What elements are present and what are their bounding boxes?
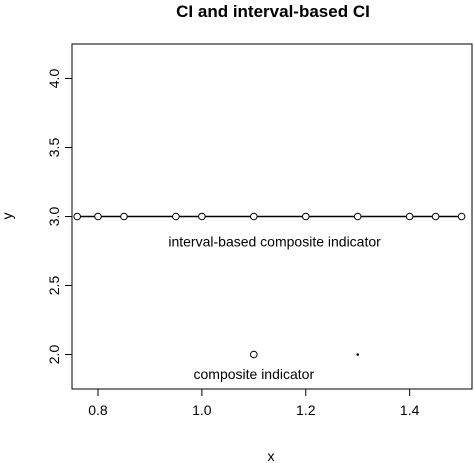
series-0-point-2: [120, 212, 128, 221]
series-0-point-6: [301, 212, 310, 221]
x-tick-label-1: 1.0: [192, 402, 212, 418]
chart-title: CI and interval-based CI: [176, 2, 370, 21]
series-0-point-7: [353, 212, 362, 221]
y-tick-label-4: 4.0: [46, 69, 62, 89]
annotation-0: interval-based composite indicator: [168, 233, 381, 249]
series-0-point-0: [73, 212, 81, 221]
series-0-point-3: [172, 212, 180, 221]
series-0-point-4: [198, 212, 206, 221]
y-tick-label-3-5: 3.5: [46, 138, 62, 158]
y-tick-label-3: 3.0: [46, 207, 62, 227]
series-0-point-8: [405, 212, 414, 221]
annotation-1: composite indicator: [194, 366, 315, 382]
x-axis-label: x: [268, 448, 275, 463]
series-layer: [73, 212, 466, 359]
y-tick-label-2-5: 2.5: [46, 276, 62, 296]
series-2-point-0: [356, 353, 360, 356]
series-1-point-0: [250, 350, 258, 359]
series-0-point-5: [250, 212, 258, 221]
series-0-point-1: [94, 212, 102, 221]
annotation-layer: interval-based composite indicator compos…: [168, 233, 381, 381]
series-0-point-9: [431, 212, 440, 221]
x-tick-label-1-4: 1.4: [400, 402, 420, 418]
x-axis: 0.8 1.0 1.2 1.4: [88, 389, 420, 418]
y-axis: 2.0 2.5 3.0 3.5 4.0: [46, 69, 72, 365]
series-0-point-10: [457, 212, 466, 221]
x-tick-label-1-2: 1.2: [296, 402, 316, 418]
y-axis-label: y: [0, 213, 15, 220]
x-tick-label-0-8: 0.8: [88, 402, 108, 418]
y-tick-label-2: 2.0: [46, 345, 62, 365]
